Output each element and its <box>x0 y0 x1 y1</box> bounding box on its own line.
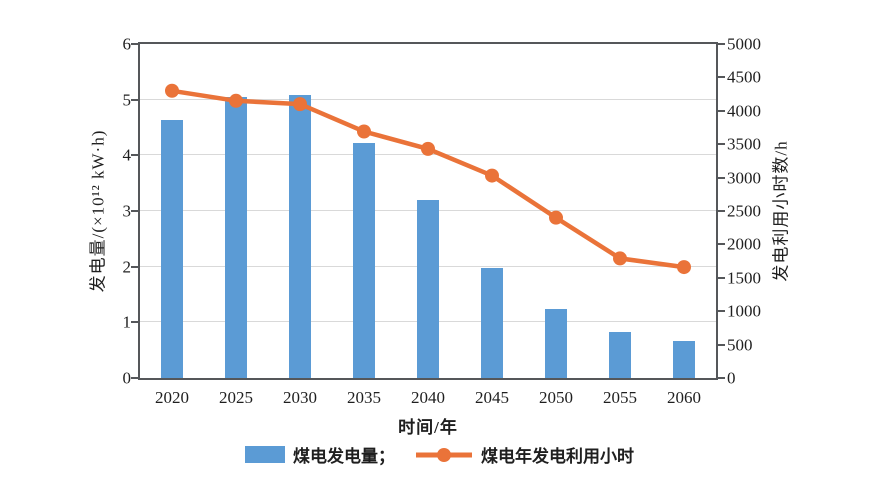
line-marker-2060 <box>677 260 691 275</box>
right-tickmark-5000 <box>718 43 725 45</box>
left-tick-0: 0 <box>122 368 132 388</box>
right-tick-3500: 3500 <box>727 134 761 154</box>
left-tick-4: 4 <box>122 145 132 165</box>
left-tick-6: 6 <box>122 34 132 54</box>
line-marker-2050 <box>549 210 563 225</box>
legend-item-bar: 煤电发电量； <box>245 442 395 467</box>
plot-area <box>138 42 718 380</box>
left-tickmark-2 <box>131 265 138 268</box>
left-tick-3: 3 <box>122 201 132 221</box>
bar-2055 <box>609 331 631 378</box>
right-tick-2500: 2500 <box>727 201 761 221</box>
left-tick-5: 5 <box>122 90 132 110</box>
right-tickmark-3500 <box>718 143 725 146</box>
right-tick-0: 0 <box>727 368 736 388</box>
utilization-line <box>171 88 685 270</box>
left-tick-2: 2 <box>122 257 132 277</box>
left-tick-1: 1 <box>122 312 132 332</box>
right-tickmark-1000 <box>718 310 725 313</box>
line-marker-2035 <box>357 124 371 139</box>
right-tickmark-2500 <box>718 210 725 212</box>
bar-legend-swatch <box>245 446 285 463</box>
right-tickmark-2000 <box>718 243 725 246</box>
right-tick-2000: 2000 <box>727 234 761 254</box>
x-tick-2030: 2030 <box>283 388 317 407</box>
left-axis-title: 发电量/(×10¹² kW·h) <box>88 129 108 293</box>
right-tick-4000: 4000 <box>727 101 761 121</box>
left-tickmark-6 <box>131 43 138 45</box>
x-axis-title: 时间/年 <box>398 418 458 437</box>
x-tick-2040: 2040 <box>411 388 445 407</box>
bar-2040 <box>417 200 439 378</box>
right-tick-1500: 1500 <box>727 268 761 288</box>
line-marker-2045 <box>485 168 499 183</box>
line-legend-swatch <box>415 447 473 463</box>
left-tickmark-3 <box>131 210 138 212</box>
x-tick-2020: 2020 <box>155 388 189 407</box>
right-tickmark-3000 <box>718 176 725 179</box>
right-axis-tick-labels: 0 500 1000 1500 2000 2500 3000 3500 4000 4500 5000 <box>727 36 787 387</box>
right-tickmark-4500 <box>718 76 725 79</box>
right-tick-3000: 3000 <box>727 168 761 188</box>
gridline-5 <box>140 98 716 100</box>
x-tick-2025: 2025 <box>219 388 253 407</box>
x-axis-tick-labels: 2020 2025 2030 2035 2040 2045 2050 2055 2060 <box>140 389 716 409</box>
right-tick-1000: 1000 <box>727 301 761 321</box>
left-tickmark-1 <box>131 321 138 324</box>
x-tick-2045: 2045 <box>475 388 509 407</box>
x-tick-2055: 2055 <box>603 388 637 407</box>
right-tick-500: 500 <box>727 335 753 355</box>
right-tick-4500: 4500 <box>727 67 761 87</box>
line-marker-2040 <box>421 141 435 156</box>
bar-2060 <box>673 341 695 378</box>
bar-2020 <box>160 120 183 378</box>
line-marker-2055 <box>613 251 627 266</box>
bar-2025 <box>224 96 247 378</box>
bar-2030 <box>289 95 311 378</box>
line-marker-2020 <box>165 83 179 98</box>
right-axis-title: 发电利用小时数/h <box>771 140 791 282</box>
right-tickmark-500 <box>718 343 725 346</box>
line-marker-2025 <box>229 93 243 108</box>
x-tick-2050: 2050 <box>539 388 573 407</box>
left-axis-tick-labels: 0 1 2 3 4 5 6 <box>95 36 132 387</box>
x-tick-2060: 2060 <box>667 388 701 407</box>
bar-2050 <box>545 308 567 378</box>
legend-item-line: 煤电年发电利用小时 <box>415 442 634 467</box>
line-series <box>165 83 691 275</box>
legend-label-bar: 煤电发电量； <box>293 447 395 466</box>
left-tickmark-4 <box>131 154 138 157</box>
line-marker-2030 <box>293 97 307 112</box>
left-tickmark-0 <box>131 377 138 379</box>
bar-2045 <box>481 267 503 378</box>
legend: 煤电发电量； 煤电年发电利用小时 <box>0 442 879 467</box>
right-tick-5000: 5000 <box>727 34 761 54</box>
right-tickmark-1500 <box>718 276 725 279</box>
legend-label-line: 煤电年发电利用小时 <box>481 447 634 466</box>
right-tickmark-0 <box>718 377 725 379</box>
right-tickmark-4000 <box>718 109 725 112</box>
bar-2035 <box>353 142 375 378</box>
left-tickmark-5 <box>131 98 138 101</box>
x-tick-2035: 2035 <box>347 388 381 407</box>
